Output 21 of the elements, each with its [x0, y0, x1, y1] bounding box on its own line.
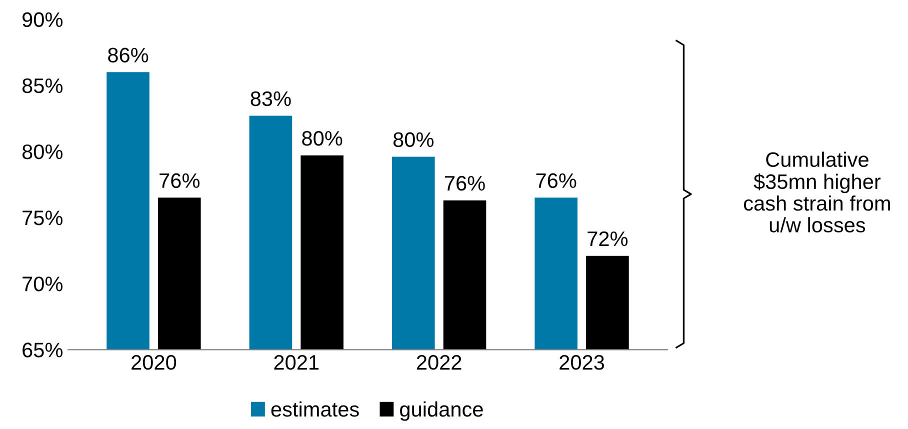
y-tick-label: 65%: [22, 342, 62, 358]
y-tick-label: 85%: [22, 78, 62, 94]
x-tick-label: 2020: [132, 355, 176, 370]
x-tick-label: 2023: [560, 355, 604, 370]
data-label: 80%: [393, 132, 434, 148]
legend-label: estimates: [271, 401, 359, 417]
data-label: 86%: [108, 48, 148, 62]
data-label: 76%: [444, 176, 485, 191]
y-tick-label: 80%: [22, 144, 62, 160]
data-label: 76%: [160, 173, 200, 188]
y-tick-label: 70%: [22, 276, 62, 292]
legend-label: guidance: [400, 401, 483, 421]
data-label: 72%: [588, 231, 628, 246]
data-label: 80%: [302, 130, 342, 146]
x-tick-label: 2021: [274, 355, 319, 370]
y-tick-label: 90%: [22, 12, 62, 28]
x-tick-label: 2022: [416, 355, 462, 370]
data-label: 83%: [250, 91, 291, 106]
y-tick-label: 75%: [22, 210, 62, 226]
data-label: 76%: [536, 173, 576, 188]
text: Cumulative $35mn higher cash strain from u/w losses: [744, 152, 890, 232]
